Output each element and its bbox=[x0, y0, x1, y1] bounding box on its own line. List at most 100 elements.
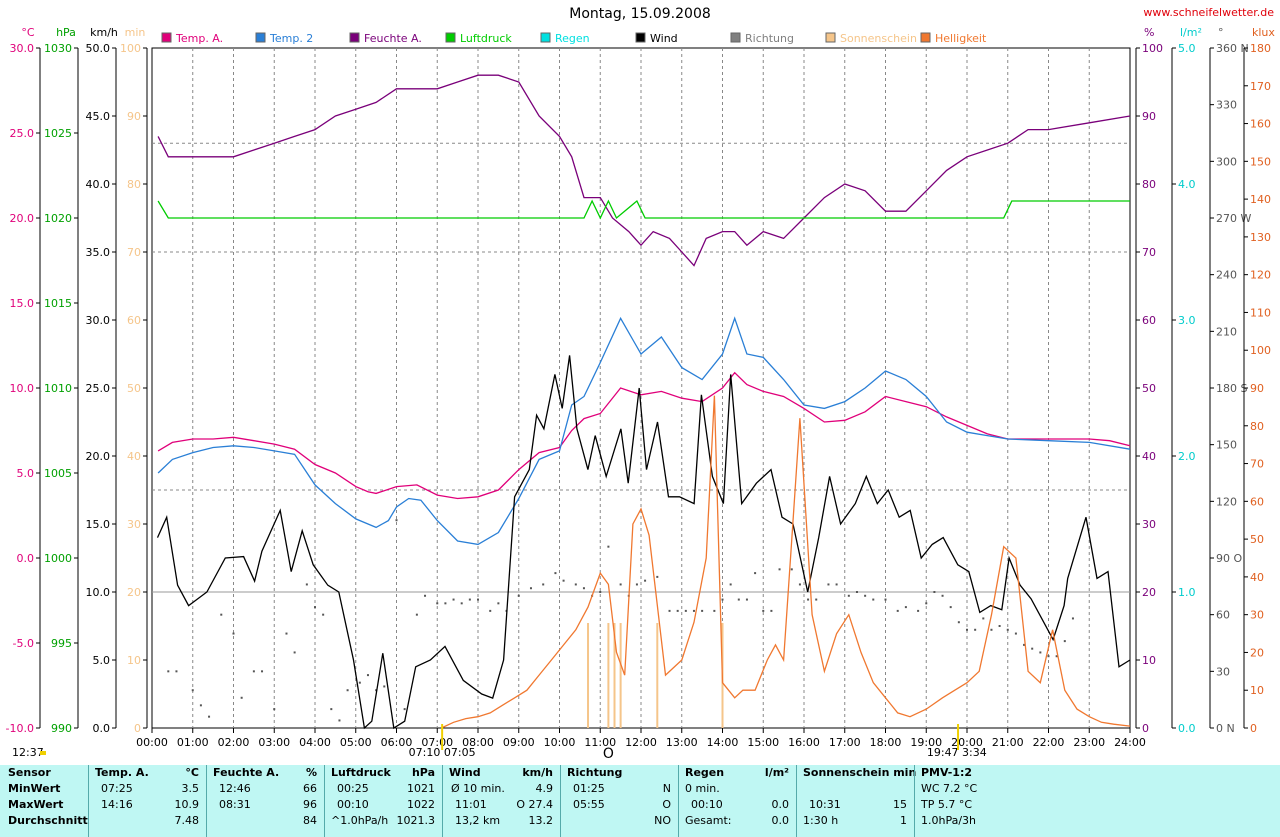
axis-tick-label: 140 bbox=[1250, 193, 1271, 206]
richtung-dot bbox=[436, 602, 439, 605]
richtung-dot bbox=[554, 572, 557, 575]
axis-tick-label: 25.0 bbox=[10, 127, 35, 140]
wind-avg-distance: 13,2 km bbox=[455, 814, 501, 827]
pmv-wc: WC 7.2 °C bbox=[921, 782, 978, 795]
richtung-dot bbox=[737, 598, 740, 601]
x-tick-label: 14:00 bbox=[707, 736, 739, 749]
axis-tick-label: 170 bbox=[1250, 80, 1271, 93]
legend-label: Temp. A. bbox=[175, 32, 223, 45]
wind-max-time: 11:01 bbox=[455, 798, 487, 811]
richtung-dot bbox=[574, 583, 577, 586]
axis-tick-label: 4.0 bbox=[1178, 178, 1196, 191]
richtung-dot bbox=[358, 681, 361, 684]
richtung-dot bbox=[1014, 632, 1017, 635]
richtung-dot bbox=[1071, 617, 1074, 620]
axis-tick-label: 80 bbox=[1142, 178, 1156, 191]
richt-min-time: 01:25 bbox=[573, 782, 605, 795]
x-tick-label: 10:00 bbox=[544, 736, 576, 749]
temp-min-value: 3.5 bbox=[181, 782, 200, 795]
axis-tick-label: -5.0 bbox=[13, 637, 34, 650]
axis-tick-label: 120 bbox=[1216, 495, 1237, 508]
regen-max-value: 0.0 bbox=[771, 798, 790, 811]
axis-tick-label: 25.0 bbox=[86, 382, 111, 395]
x-tick-label: 21:00 bbox=[992, 736, 1024, 749]
axis-tick-label: 15.0 bbox=[86, 518, 111, 531]
richtung-dot bbox=[1006, 628, 1009, 631]
richtung-dot bbox=[167, 670, 170, 673]
stats-header-sonne: Sonnenschein min bbox=[803, 766, 917, 779]
axis-tick-label: 50 bbox=[1142, 382, 1156, 395]
richtung-dot bbox=[721, 598, 724, 601]
axis-tick-label: 50 bbox=[127, 382, 141, 395]
axis-tick-label: 330 bbox=[1216, 99, 1237, 112]
richtung-dot bbox=[1047, 655, 1050, 658]
richtung-dot bbox=[619, 583, 622, 586]
weather-chart: °C 30.0 25.0 20.0 15.0 10.0 5.0 0.0 -5.0 -10.0 hPa… bbox=[6, 26, 1276, 762]
richtung-dot bbox=[778, 568, 781, 571]
richtung-dot bbox=[864, 594, 867, 597]
legend-swatch bbox=[540, 32, 551, 43]
legend-swatch bbox=[161, 32, 172, 43]
richtung-dot bbox=[1031, 647, 1034, 650]
legend-label: Sonnenschein bbox=[840, 32, 917, 45]
stats-header-sensor: Sensor bbox=[8, 766, 51, 779]
richtung-dot bbox=[668, 609, 671, 612]
richtung-dot bbox=[990, 628, 993, 631]
axis-tick-label: 20.0 bbox=[86, 450, 111, 463]
richtung-dot bbox=[607, 545, 610, 548]
richtung-dot bbox=[933, 591, 936, 593]
x-tick-label: 01:00 bbox=[177, 736, 209, 749]
axis-tick-label: 180 bbox=[1250, 42, 1271, 55]
richtung-dot bbox=[656, 575, 659, 578]
richtung-dot bbox=[635, 583, 638, 586]
axis-tick-label: 10 bbox=[127, 654, 141, 667]
richtung-dot bbox=[252, 670, 255, 673]
x-tick-label: 09:00 bbox=[503, 736, 535, 749]
x-tick-label: 04:00 bbox=[299, 736, 331, 749]
richtung-dot bbox=[191, 689, 194, 692]
axis-tick-label: 10 bbox=[1250, 684, 1264, 697]
richtung-dot bbox=[444, 602, 447, 605]
axis-tick-label: 0.0 bbox=[17, 552, 35, 565]
x-tick-label: 24:00 bbox=[1114, 736, 1146, 749]
site-link[interactable]: www.schneifelwetter.de bbox=[1143, 6, 1274, 19]
stats-unit-wind: km/h bbox=[522, 766, 553, 779]
richtung-dot bbox=[293, 651, 296, 654]
axis-tick-label: 1015 bbox=[44, 297, 72, 310]
legend-label: Richtung bbox=[745, 32, 794, 45]
richtung-dot bbox=[644, 579, 647, 582]
axis-unit-label: ° bbox=[1218, 26, 1224, 39]
axis-tick-label: 270 W bbox=[1216, 212, 1251, 225]
x-tick-label: 13:00 bbox=[666, 736, 698, 749]
richtung-dot bbox=[957, 621, 960, 624]
stats-unit-luftdruck: hPa bbox=[411, 766, 435, 779]
axis-tick-label: 1010 bbox=[44, 382, 72, 395]
richtung-dot bbox=[542, 583, 545, 586]
legend-swatch bbox=[255, 32, 266, 43]
stats-unit-regen: l/m² bbox=[764, 766, 789, 779]
richtung-dot bbox=[701, 609, 704, 612]
wind-avg-value: 13.2 bbox=[528, 814, 554, 827]
richtung-dot bbox=[415, 613, 418, 616]
stats-richtung-col: Richtung 01:25 N 05:55 O NO bbox=[560, 765, 677, 837]
richtung-dot bbox=[770, 609, 773, 612]
series-line-wind bbox=[156, 355, 1131, 730]
richtung-dot bbox=[517, 594, 520, 597]
richtung-dot bbox=[982, 617, 985, 620]
sun-icon bbox=[40, 751, 46, 755]
axis-tick-label: 35.0 bbox=[86, 246, 111, 259]
richtung-dot bbox=[489, 609, 492, 612]
axis-unit-label: % bbox=[1144, 26, 1154, 39]
richt-min-value: N bbox=[662, 782, 671, 795]
richtung-dot bbox=[896, 609, 899, 612]
richtung-dot bbox=[477, 598, 479, 601]
series-line-luftdruck bbox=[157, 199, 1130, 220]
richtung-dot bbox=[582, 587, 585, 590]
series-line-helligkeit bbox=[441, 395, 1131, 729]
wind-direction-marker: O bbox=[603, 746, 614, 762]
richtung-dot bbox=[835, 583, 838, 586]
axis-tick-label: 15.0 bbox=[10, 297, 35, 310]
richtung-dot bbox=[998, 625, 1001, 627]
temp-max-time: 14:16 bbox=[101, 798, 133, 811]
legend-swatch bbox=[920, 32, 931, 43]
